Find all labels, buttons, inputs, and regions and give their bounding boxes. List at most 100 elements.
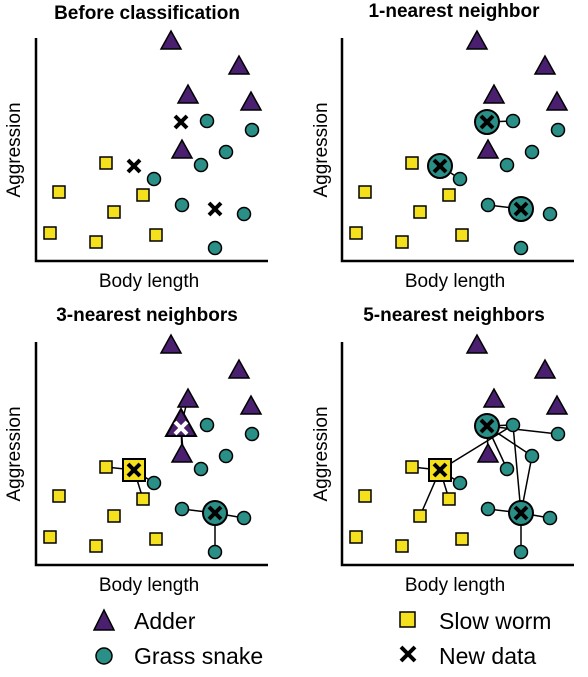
p3-slow-worm-2: [52, 489, 66, 503]
p4-new-data-2-stroke-b: [432, 462, 448, 478]
panel-axes: [34, 38, 574, 567]
x-axis-label-4: Body length: [405, 575, 505, 596]
p2-new-data-3-stroke-b: [513, 201, 529, 217]
p4-slow-worm-1: [405, 460, 419, 474]
p1-adder-2: [227, 54, 251, 75]
x-axis-label-1: Body length: [99, 271, 199, 292]
p1-slow-worm-7: [149, 228, 163, 242]
p4-grass-snake-7: [542, 510, 558, 526]
p3-grass-snake-8: [207, 544, 223, 560]
p1-grass-snake-5: [146, 171, 162, 187]
p1-grass-snake-1: [199, 113, 215, 129]
p2-slow-worm-6: [395, 235, 409, 249]
axes-panel-2: [340, 38, 574, 263]
p4-slow-worm-5: [349, 530, 363, 544]
p1-slow-worm-2: [52, 185, 66, 199]
p1-new-data-3-stroke-b: [207, 201, 223, 217]
p2-grass-snake-4: [499, 157, 515, 173]
p4-slow-worm-2: [358, 489, 372, 503]
p3-adder-1: [159, 333, 183, 354]
panel-title-before: Before classification: [54, 3, 240, 24]
p4-grass-snake-4: [499, 461, 515, 477]
p2-adder-2: [533, 54, 557, 75]
p2-grass-snake-2: [550, 122, 566, 138]
x-axis-label-3: Body length: [99, 575, 199, 596]
p3-slow-worm-5: [43, 530, 57, 544]
y-axis-label-2: Aggression: [311, 102, 332, 197]
panel-title-5nn: 5-nearest neighbors: [363, 305, 545, 326]
p2-adder-4: [545, 90, 569, 111]
p1-slow-worm-1: [99, 156, 113, 170]
legend-new-data-label: New data: [439, 643, 536, 669]
p4-grass-snake-6: [480, 501, 496, 517]
p2-slow-worm-1: [405, 156, 419, 170]
p2-slow-worm-5: [349, 226, 363, 240]
p1-grass-snake-7: [236, 206, 252, 222]
p3-slow-worm-1: [99, 460, 113, 474]
p3-classified-adder-1: [164, 406, 198, 437]
p4-slow-worm-6: [395, 539, 409, 553]
p1-grass-snake-3: [218, 144, 234, 160]
p1-adder-4: [239, 90, 263, 111]
p4-slow-worm-7: [455, 532, 469, 546]
y-axis-label-3: Aggression: [4, 406, 25, 501]
p2-new-data-1-stroke-b: [479, 114, 495, 130]
p3-grass-snake-7: [236, 510, 252, 526]
p3-new-data-1-stroke-b: [173, 420, 189, 436]
p4-new-data-1-stroke-b: [479, 418, 495, 434]
axes-panel-3: [34, 342, 268, 567]
p3-grass-snake-4: [193, 461, 209, 477]
p3-grass-snake-2: [244, 426, 260, 442]
p1-adder-1: [159, 29, 183, 50]
p3-slow-worm-3: [136, 492, 150, 506]
data-marks: [43, 29, 569, 560]
legend: Adder Grass snake Slow worm New data: [92, 608, 551, 669]
legend-slow-worm-marker: [399, 611, 416, 628]
p2-adder-5: [476, 138, 500, 159]
p2-grass-snake-6: [480, 197, 496, 213]
p4-grass-snake-5: [452, 475, 468, 491]
p4-slow-worm-3: [442, 492, 456, 506]
y-axis-label-1: Aggression: [4, 102, 25, 197]
p1-slow-worm-6: [89, 235, 103, 249]
p4-grass-snake-3: [524, 448, 540, 464]
p3-slow-worm-6: [89, 539, 103, 553]
legend-grass-snake-marker: [95, 647, 113, 665]
p4-grass-snake-1: [505, 417, 521, 433]
p3-grass-snake-3: [218, 448, 234, 464]
axes-panel-4: [340, 342, 574, 567]
p3-adder-2: [227, 358, 251, 379]
p2-slow-worm-7: [455, 228, 469, 242]
axes-panel-1: [34, 38, 268, 263]
p3-slow-worm-7: [149, 532, 163, 546]
p4-adder-2: [533, 358, 557, 379]
p1-grass-snake-6: [174, 197, 190, 213]
legend-adder-marker: [92, 608, 116, 631]
p1-grass-snake-4: [193, 157, 209, 173]
p4-neighbor-line-15: [512, 424, 522, 514]
p1-grass-snake-8: [207, 240, 223, 256]
p2-adder-3: [482, 83, 506, 104]
p1-slow-worm-4: [107, 205, 121, 219]
p2-grass-snake-7: [542, 206, 558, 222]
p1-slow-worm-3: [136, 188, 150, 202]
p4-adder-1: [465, 333, 489, 354]
p4-grass-snake-2: [550, 426, 566, 442]
p2-slow-worm-4: [413, 205, 427, 219]
p4-grass-snake-8: [513, 544, 529, 560]
p3-new-data-3-stroke-b: [207, 505, 223, 521]
p3-adder-3: [176, 387, 200, 408]
p3-slow-worm-4: [107, 509, 121, 523]
p1-new-data-2-stroke-b: [126, 158, 142, 174]
p3-grass-snake-5: [146, 475, 162, 491]
p4-adder-3: [482, 387, 506, 408]
p3-grass-snake-6: [174, 501, 190, 517]
p2-grass-snake-5: [452, 171, 468, 187]
p1-grass-snake-2: [244, 122, 260, 138]
panel-title-3nn: 3-nearest neighbors: [56, 305, 238, 326]
p2-grass-snake-8: [513, 240, 529, 256]
p2-new-data-2-stroke-b: [432, 158, 448, 174]
p1-adder-5: [170, 138, 194, 159]
p4-neighbor-line-10: [439, 424, 514, 471]
